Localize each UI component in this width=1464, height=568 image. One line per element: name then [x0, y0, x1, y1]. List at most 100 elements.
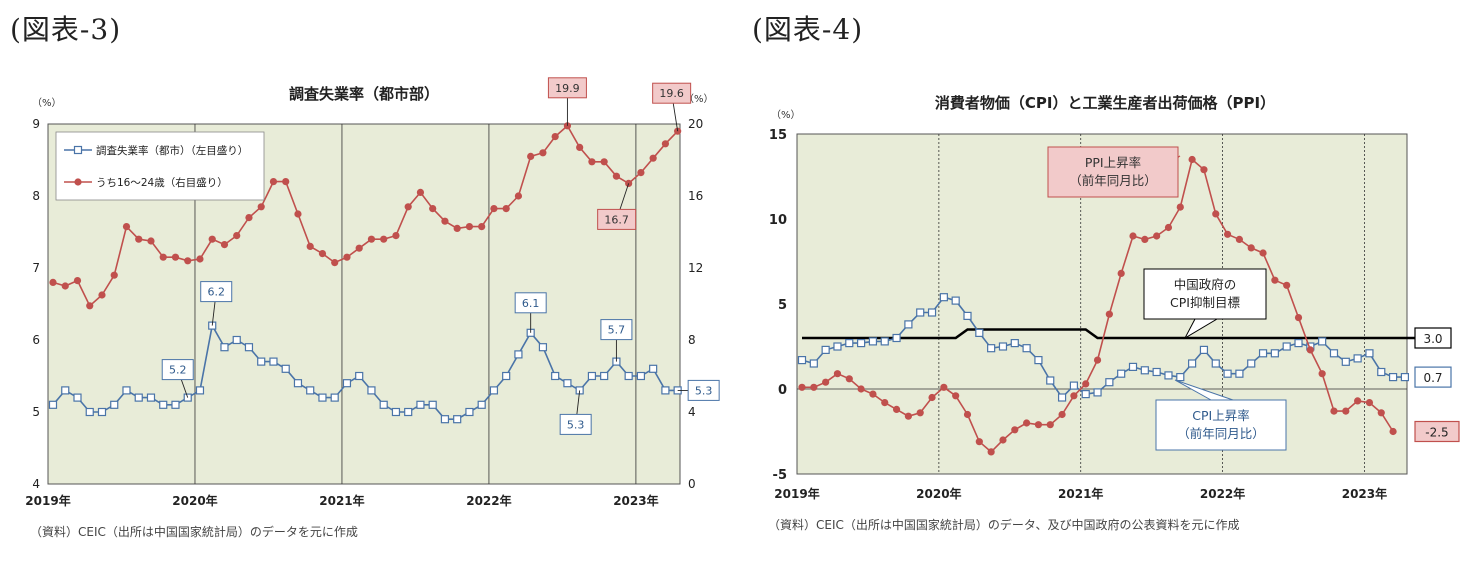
y-left-tick-label: 9	[32, 117, 40, 131]
youth-unemployment-point	[429, 205, 437, 213]
ppi-point	[1188, 155, 1196, 164]
unemployment-point	[220, 343, 229, 352]
cpi-point	[1258, 349, 1268, 358]
callout-label: （前年同月比）	[1177, 426, 1265, 441]
youth-unemployment-point	[318, 250, 327, 258]
cpi-point	[1176, 373, 1185, 382]
y-tick-label: 10	[769, 213, 787, 228]
youth-unemployment-point	[380, 235, 388, 243]
youth-unemployment-point	[600, 158, 608, 166]
youth-unemployment-point	[196, 255, 204, 263]
legend-marker-youth	[74, 178, 82, 186]
ppi-point	[1330, 407, 1338, 415]
cpi-point	[821, 345, 830, 354]
annotation-label: 16.7	[604, 213, 629, 226]
y-right-tick-label: 20	[688, 117, 703, 131]
cpi-point	[916, 308, 925, 317]
legend: 調査失業率（都市）（左目盛り） うち16〜24歳（右目盛り）	[55, 131, 265, 201]
youth-unemployment-point	[551, 133, 559, 141]
ppi-point	[869, 390, 877, 398]
annotation-box	[559, 413, 592, 435]
unemployment-point	[293, 379, 303, 388]
figure4-source-note: （資料）CEIC（出所は中国国家統計局）のデータ、及び中国政府の公表資料を元に作…	[768, 518, 1240, 532]
youth-unemployment-point	[208, 235, 216, 243]
ppi-point	[857, 385, 865, 393]
cpi-point	[809, 359, 818, 368]
ppi-point	[1164, 223, 1173, 232]
ppi-point	[1235, 235, 1244, 243]
unemployment-point	[122, 386, 131, 395]
cpi-point	[1223, 369, 1232, 378]
figure4-label: (図表-4)	[752, 13, 864, 46]
ppi-point	[1034, 421, 1043, 429]
ppi-point	[1153, 232, 1161, 240]
ppi-point	[916, 409, 924, 417]
end-label: -2.5	[1425, 426, 1448, 440]
x-tick-label: 2021年	[319, 493, 364, 508]
y-right-tick-label: 4	[688, 405, 696, 419]
youth-unemployment-point	[135, 235, 143, 243]
unemployment-point	[97, 407, 107, 417]
youth-unemployment-point	[404, 203, 412, 211]
ppi-point	[1082, 380, 1090, 388]
cpi-point	[1010, 339, 1019, 348]
cpi-point	[1164, 371, 1173, 380]
youth-unemployment-point	[478, 223, 486, 231]
unemployment-point	[146, 393, 156, 402]
cpi-point	[998, 342, 1008, 351]
cpi-point	[1235, 369, 1244, 378]
cpi-target-line	[802, 328, 1417, 340]
cpi-point	[987, 344, 996, 353]
end-label-box	[1414, 420, 1460, 443]
unemployment-point	[636, 371, 646, 381]
unemployment-point	[379, 400, 388, 409]
ppi-point	[1093, 356, 1102, 364]
cpi-point	[904, 320, 913, 329]
youth-unemployment-line	[52, 124, 679, 308]
cpi-point	[880, 337, 889, 346]
unemployment-point	[465, 407, 474, 417]
cpi-point	[1199, 345, 1209, 354]
unemployment-point	[110, 400, 119, 409]
ppi-point	[798, 383, 806, 391]
callout-label: PPI上昇率	[1085, 155, 1141, 170]
unemployment-point	[171, 400, 180, 409]
youth-unemployment-point	[184, 257, 192, 265]
youth-unemployment-point	[674, 127, 682, 135]
ppi-point	[1070, 392, 1078, 400]
figure3-source-note: （資料）CEIC（出所は中国国家統計局）のデータを元に作成	[30, 525, 358, 539]
unemployment-point	[624, 371, 633, 381]
cpi-ppi-chart: 消費者物価（CPI）と工業生産者出荷価格（PPI） （%） 2019年 2020年 20…	[769, 94, 1460, 501]
ppi-point	[1141, 235, 1149, 243]
ppi-point	[940, 383, 948, 391]
ppi-point	[1058, 410, 1066, 419]
cpi-point	[1329, 349, 1339, 358]
annotation-label: 6.2	[207, 286, 225, 299]
x-tick-label: 2021年	[1058, 486, 1103, 501]
callout-label: （前年同月比）	[1069, 173, 1157, 188]
cpi-point	[1341, 357, 1350, 366]
ppi-point	[1117, 269, 1125, 277]
youth-unemployment-point	[159, 253, 167, 261]
youth-unemployment-point	[269, 178, 278, 186]
unemployment-point	[514, 350, 523, 359]
youth-unemployment-point	[233, 232, 241, 240]
cpi-point	[1081, 390, 1090, 399]
youth-unemployment-point	[355, 244, 363, 252]
cpi-point	[927, 308, 937, 317]
unemployment-point	[404, 407, 413, 417]
unemployment-point	[587, 371, 597, 381]
cpi-point	[1034, 356, 1043, 365]
youth-unemployment-point	[147, 237, 155, 245]
cpi-point	[1247, 359, 1256, 368]
unemployment-line	[52, 323, 678, 421]
x-tick-label: 2020年	[916, 486, 961, 501]
cpi-point	[1388, 373, 1398, 382]
youth-unemployment-point	[367, 235, 376, 243]
unemployment-point	[355, 371, 364, 381]
cpi-point	[1294, 339, 1303, 348]
ppi-point	[1342, 407, 1350, 415]
unemployment-point	[661, 386, 670, 395]
youth-unemployment-point	[171, 253, 180, 261]
ppi-point	[1223, 230, 1232, 238]
